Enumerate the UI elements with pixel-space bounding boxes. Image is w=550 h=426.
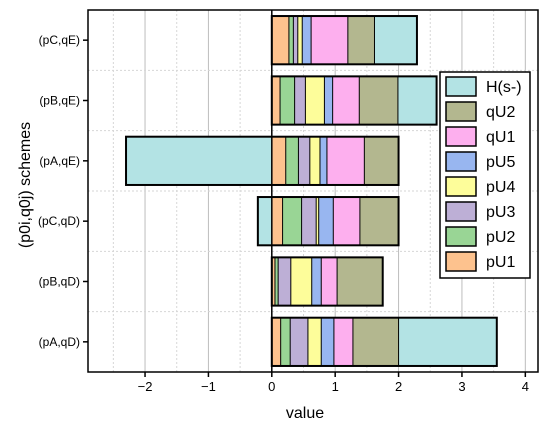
- bar-segment-hs-2: [126, 136, 272, 185]
- bar-segment-pu5-1: [324, 76, 333, 125]
- legend-swatch: [445, 251, 477, 272]
- bar-segment-pu4-3: [316, 197, 319, 246]
- bar-segment-pu1-1: [271, 76, 281, 125]
- bar-segment-pu1-2: [271, 136, 286, 185]
- bar-segment-qu2-1: [359, 76, 398, 125]
- legend-label: pU1: [486, 254, 515, 271]
- bar-segment-pu2-3: [282, 197, 302, 246]
- bar-segment-qu1-0: [311, 16, 348, 65]
- legend-swatch: [445, 151, 477, 172]
- legend-label: pU2: [486, 229, 515, 246]
- bar-segment-pu1-0: [271, 16, 289, 65]
- bar-outline-3: [256, 196, 400, 247]
- axes-layer: (pC,qE) (pB,qE) (pA,qE) (pC,qD) (pB,qD) (pA,q…: [38, 9, 539, 394]
- bar-segment-pu2-0: [288, 16, 294, 65]
- bar-segment-pu5-4: [311, 257, 322, 306]
- bar-segment-qu1-2: [326, 136, 365, 185]
- legend-swatch: [445, 226, 477, 247]
- bar-segment-pu3-0: [293, 16, 298, 65]
- bar-segment-pu3-1: [294, 76, 306, 125]
- bar-segment-pu1-4: [271, 257, 275, 306]
- bar-segment-pu4-2: [309, 136, 320, 185]
- legend-label: H(s-): [486, 79, 522, 96]
- y-axis-title: (p0i,q0j) schemes: [17, 122, 34, 248]
- bar-segment-qu1-1: [332, 76, 360, 125]
- bar-segment-qu2-0: [347, 16, 375, 65]
- bar-segment-pu3-5: [290, 317, 308, 366]
- category-label: (pC,qD): [38, 214, 80, 228]
- category-label: (pA,qD): [39, 335, 80, 349]
- bar-segment-hs-3: [257, 197, 272, 246]
- x-tick-label: 2: [395, 379, 402, 394]
- legend-swatch: [445, 76, 477, 97]
- bar-segment-pu3-2: [298, 136, 310, 185]
- x-tick-label: 4: [522, 379, 529, 394]
- bar-segment-pu2-1: [280, 76, 295, 125]
- plot-frame: [87, 9, 539, 373]
- bar-segment-hs-5: [398, 317, 497, 366]
- bar-outline-2: [125, 135, 400, 186]
- category-label: (pB,qE): [39, 94, 80, 108]
- bar-segment-qu1-3: [333, 197, 360, 246]
- bar-segment-qu1-5: [333, 317, 353, 366]
- bar-segment-pu4-4: [290, 257, 312, 306]
- bar-segment-qu2-2: [364, 136, 399, 185]
- bar-segment-pu1-3: [271, 197, 283, 246]
- legend-swatch: [445, 126, 477, 147]
- x-tick-label: 3: [458, 379, 465, 394]
- legend-swatch: [445, 201, 477, 222]
- legend-label: qU2: [486, 104, 515, 121]
- bar-segment-pu2-2: [285, 136, 299, 185]
- legend-swatch: [445, 176, 477, 197]
- bar-segment-pu2-5: [280, 317, 291, 366]
- x-axis-title: value: [286, 405, 324, 422]
- category-label: (pC,qE): [39, 33, 80, 47]
- x-tick-label: −2: [138, 379, 153, 394]
- bar-segment-qu2-5: [352, 317, 399, 366]
- bar-segment-qu2-3: [359, 197, 399, 246]
- x-tick-label: −1: [201, 379, 216, 394]
- category-label: (pA,qE): [39, 154, 80, 168]
- legend: H(s-) qU2 qU1 pU5 pU4 pU3 pU2 pU1: [439, 71, 531, 279]
- bar-segment-pu3-3: [301, 197, 317, 246]
- bar-segment-pu4-0: [297, 16, 303, 65]
- legend-label: pU5: [486, 154, 515, 171]
- bar-segment-qu1-4: [321, 257, 338, 306]
- bar-segment-qu2-4: [337, 257, 383, 306]
- x-tick-label: 0: [268, 379, 275, 394]
- bar-segment-pu5-3: [318, 197, 334, 246]
- category-label: (pB,qD): [39, 275, 80, 289]
- bar-segment-hs-0: [374, 16, 417, 65]
- legend-swatch: [445, 101, 477, 122]
- grid-layer: [88, 10, 538, 372]
- bar-segment-pu4-5: [307, 317, 322, 366]
- x-tick-label: 1: [332, 379, 339, 394]
- bars-layer: [125, 15, 498, 367]
- bar-segment-pu5-5: [321, 317, 334, 366]
- legend-label: pU4: [486, 179, 515, 196]
- legend-label: qU1: [486, 129, 515, 146]
- bar-segment-pu5-2: [319, 136, 327, 185]
- bar-segment-pu3-4: [278, 257, 291, 306]
- bar-segment-pu4-1: [305, 76, 325, 125]
- bar-segment-pu1-5: [271, 317, 281, 366]
- legend-label: pU3: [486, 204, 515, 221]
- bar-segment-hs-1: [397, 76, 437, 125]
- bar-segment-pu2-4: [274, 257, 279, 306]
- bar-segment-pu5-0: [302, 16, 312, 65]
